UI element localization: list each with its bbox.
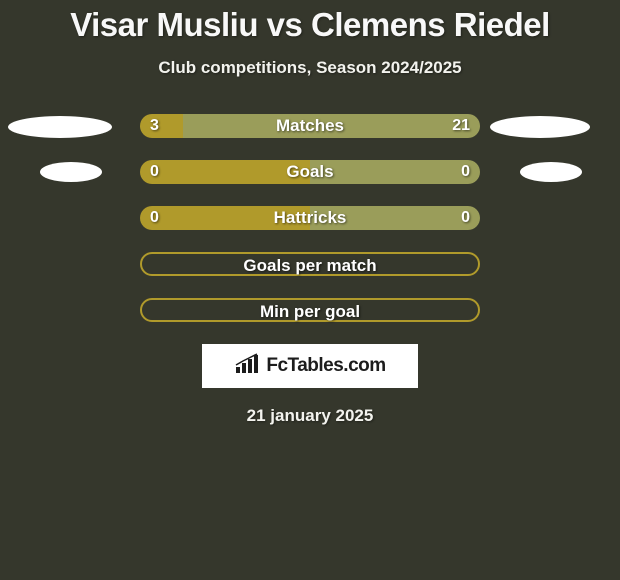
player-left-ellipse: [8, 116, 112, 138]
player-right-ellipse: [520, 162, 582, 182]
stat-row-empty: Min per goal: [0, 298, 620, 322]
stat-bar-outline: Goals per match: [140, 252, 480, 276]
stat-bar: 00Goals: [140, 160, 480, 184]
stat-bar: 321Matches: [140, 114, 480, 138]
stat-label: Min per goal: [142, 300, 478, 324]
stat-label: Goals: [140, 160, 480, 184]
stat-row: 321Matches: [0, 114, 620, 138]
logo-text: FcTables.com: [266, 355, 385, 377]
comparison-chart: 321Matches 00Goals 00Hattricks Goals per ma…: [0, 114, 620, 322]
stat-label: Matches: [140, 114, 480, 138]
stat-row: 00Goals: [0, 160, 620, 184]
stat-label: Goals per match: [142, 254, 478, 278]
bar-chart-icon: [234, 353, 262, 380]
logo-box: FcTables.com: [202, 344, 418, 388]
player-left-ellipse: [40, 162, 102, 182]
stat-bar: 00Hattricks: [140, 206, 480, 230]
stat-label: Hattricks: [140, 206, 480, 230]
stat-bar-outline: Min per goal: [140, 298, 480, 322]
stat-row-empty: Goals per match: [0, 252, 620, 276]
stat-row: 00Hattricks: [0, 206, 620, 230]
page-title: Visar Musliu vs Clemens Riedel: [0, 0, 620, 44]
date-label: 21 january 2025: [0, 406, 620, 426]
player-right-ellipse: [490, 116, 590, 138]
subtitle: Club competitions, Season 2024/2025: [0, 58, 620, 78]
